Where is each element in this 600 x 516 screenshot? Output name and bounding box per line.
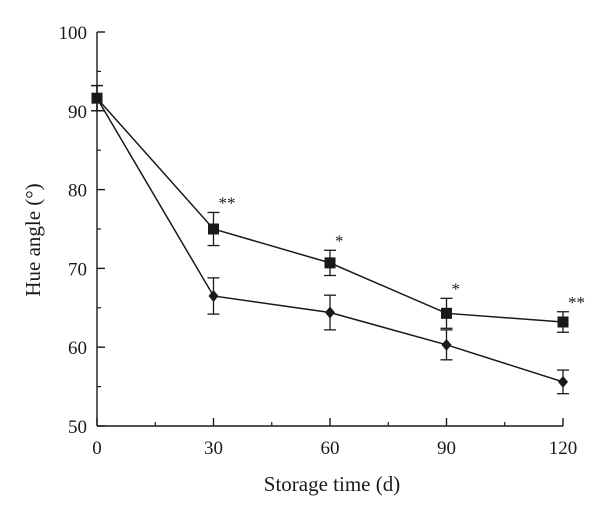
series-line [96, 97, 564, 323]
data-point-square [208, 223, 219, 235]
data-point-diamond [558, 375, 568, 388]
series-line [96, 97, 564, 383]
data-point-square [557, 316, 569, 328]
data-point-square [324, 257, 336, 269]
y-tick-label: 100 [59, 23, 88, 44]
data-point-diamond [208, 289, 219, 302]
series-diamond [91, 84, 569, 395]
axes: 50 60 70 80 90 100 0 30 60 90 120 [59, 23, 578, 459]
y-tick-label: 50 [68, 417, 87, 438]
data-point-diamond [325, 306, 335, 319]
y-axis-title: Hue angle (°) [21, 183, 45, 296]
x-tick-label: 30 [204, 438, 223, 459]
x-axis-title: Storage time (d) [264, 472, 400, 496]
x-tick-label: 120 [549, 438, 578, 459]
y-tick-label: 60 [68, 338, 87, 359]
y-tick-label: 70 [68, 259, 87, 280]
significance-marker: ** [219, 194, 236, 213]
series-layer [91, 84, 569, 395]
data-point-diamond [92, 92, 102, 105]
significance-marker: * [452, 280, 461, 299]
significance-marker: * [335, 231, 344, 250]
x-tick-label: 0 [92, 438, 102, 459]
data-point-diamond [441, 338, 452, 351]
annotation-layer: ****** [219, 194, 586, 312]
y-tick-label: 90 [68, 102, 87, 123]
y-tick-label: 80 [68, 181, 87, 202]
data-point-square [441, 307, 452, 319]
x-tick-label: 90 [437, 438, 456, 459]
significance-marker: ** [568, 293, 585, 312]
x-tick-label: 60 [321, 438, 340, 459]
